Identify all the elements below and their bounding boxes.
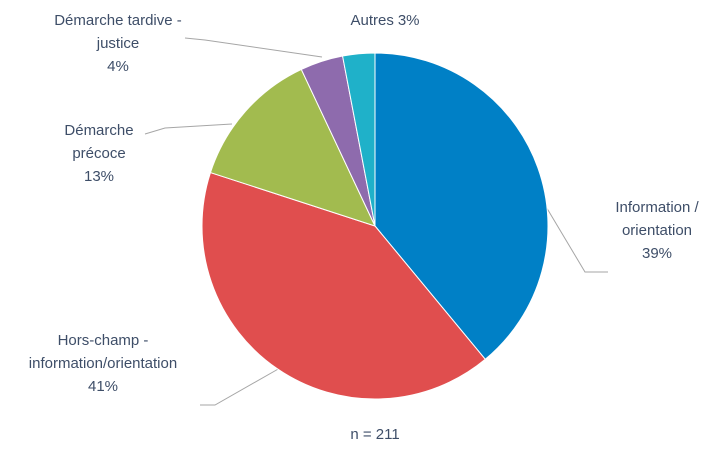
slice-label: Démarche précoce 13%	[59, 119, 139, 188]
value-label: 4%	[107, 58, 129, 75]
leader-line	[200, 367, 281, 406]
slice-label: Démarche tardive - justice 4%	[48, 9, 188, 78]
value-label: 3%	[397, 12, 420, 29]
slice-label: Hors-champ - information/orientation 41%	[3, 329, 203, 398]
category-label: Démarche tardive - justice	[54, 12, 182, 52]
leader-line	[544, 204, 608, 273]
slice-label: Autres 3%	[305, 9, 465, 32]
value-label: 13%	[83, 168, 115, 185]
pie-slice	[201, 171, 486, 400]
leader-line	[144, 123, 233, 135]
category-label: Démarche précoce	[64, 122, 134, 162]
slice-label: Information / orientation 39%	[607, 196, 707, 265]
annotation: n = 211	[350, 426, 400, 443]
category-label: Autres	[350, 12, 394, 29]
pie-slice	[374, 52, 549, 361]
value-label: 41%	[87, 378, 119, 395]
pie-slice	[341, 52, 376, 227]
category-label: Information / orientation	[615, 199, 699, 239]
leader-line	[184, 37, 323, 58]
value-label: 39%	[641, 245, 673, 262]
pie-slice	[209, 68, 376, 227]
category-label: Hors-champ - information/orientation	[28, 332, 178, 372]
